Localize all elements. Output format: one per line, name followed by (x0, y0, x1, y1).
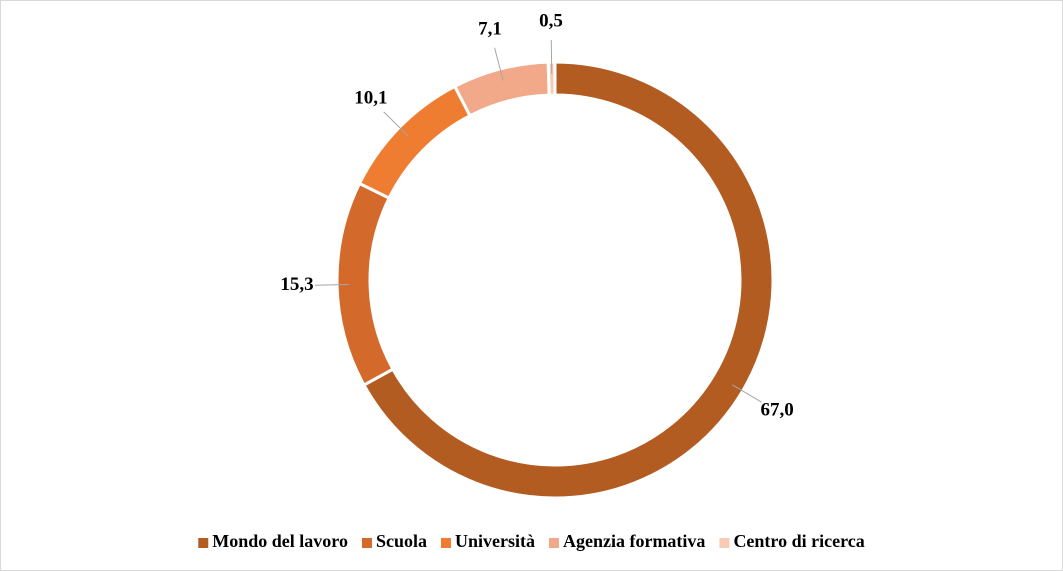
legend-label: Università (455, 531, 535, 551)
legend-swatch (548, 538, 559, 548)
legend: Mondo del lavoro Scuola Università Agenzia … (198, 531, 865, 551)
donut-segment (361, 60, 775, 500)
legend-swatch (719, 538, 730, 548)
leader-line (315, 284, 350, 286)
legend-swatch (361, 538, 372, 548)
data-label: 0,5 (539, 10, 563, 31)
legend-label: Centro di ricerca (733, 531, 864, 551)
legend-label: Mondo del lavoro (212, 531, 348, 551)
donut-segment (546, 60, 557, 97)
legend-swatch (440, 538, 451, 548)
data-label: 67,0 (760, 400, 793, 421)
leader-line (383, 111, 409, 137)
legend-label: Scuola (376, 531, 427, 551)
legend-label: Agenzia formativa (563, 531, 705, 551)
leader-line (732, 384, 762, 403)
data-label: 7,1 (478, 19, 502, 40)
legend-swatch (198, 538, 209, 548)
data-label: 10,1 (354, 88, 387, 109)
leader-line (550, 40, 553, 75)
leader-line (494, 47, 504, 81)
data-label: 15,3 (280, 274, 313, 295)
